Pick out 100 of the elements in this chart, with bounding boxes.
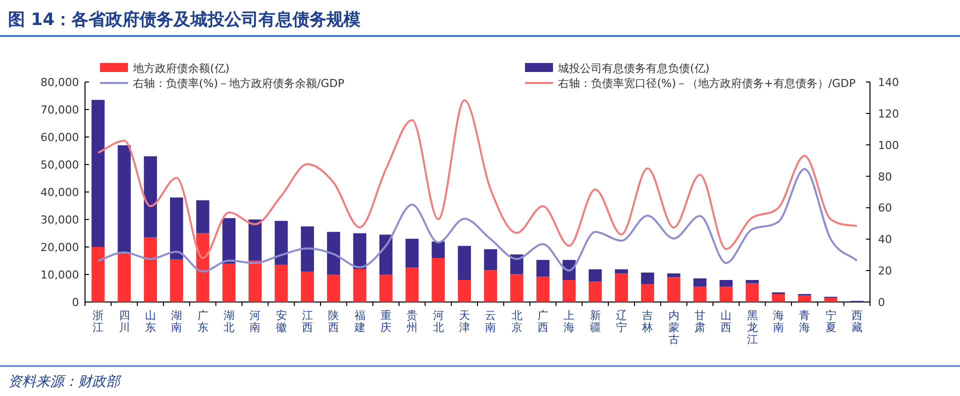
bar <box>484 270 498 302</box>
x-tick-label: 西藏 <box>851 309 862 334</box>
bar <box>772 294 785 302</box>
bar <box>196 200 210 234</box>
x-tick-label: 辽宁 <box>616 309 627 334</box>
y2-tick-label: 120 <box>878 107 899 120</box>
x-tick-label: 天津 <box>458 309 470 334</box>
bar <box>222 264 236 302</box>
legend-label: 地方政府债余额(亿) <box>132 62 230 75</box>
bar <box>274 220 288 265</box>
x-tick-label: 重庆 <box>380 309 392 334</box>
bar <box>327 274 340 302</box>
y-tick-label: 70,000 <box>40 104 79 116</box>
x-tick-label: 上海 <box>564 309 575 334</box>
bar <box>92 247 105 302</box>
legend-label: 城投公司有息债务有息负债(亿) <box>557 62 710 75</box>
bar <box>536 260 550 277</box>
bar <box>118 252 131 302</box>
y-tick-label: 60,000 <box>40 131 79 144</box>
x-tick-label: 甘肃 <box>694 309 706 334</box>
y2-tick-label: 100 <box>878 138 899 152</box>
bar <box>92 100 105 247</box>
x-tick-label: 新疆 <box>590 309 601 334</box>
bar <box>300 272 314 302</box>
chart-title: 图 14：各省政府债务及城投公司有息债务规模 <box>8 10 361 30</box>
x-tick-label: 内蒙古 <box>668 309 680 346</box>
bar <box>353 269 366 302</box>
bar <box>118 145 131 252</box>
y2-tick-label: 40 <box>878 233 892 246</box>
bar <box>484 249 498 270</box>
x-tick-label: 青海 <box>799 309 810 334</box>
bar <box>432 258 445 302</box>
bar <box>798 295 812 302</box>
x-tick-label: 安徽 <box>276 309 287 334</box>
y-tick-label: 20,000 <box>40 241 79 254</box>
bar <box>379 274 392 302</box>
bar <box>327 232 340 274</box>
bar <box>144 156 157 238</box>
bar <box>406 238 419 268</box>
legend-label: 右轴：负债率(%)－地方政府债务余额/GDP <box>133 77 345 90</box>
x-tick-label: 云南 <box>485 309 496 334</box>
bar <box>562 280 576 302</box>
x-tick-label: 湖北 <box>223 309 234 334</box>
x-tick-label: 广西 <box>537 309 548 334</box>
y-tick-label: 40,000 <box>40 186 79 199</box>
x-tick-label: 黑龙江 <box>746 309 758 346</box>
x-tick-label: 江西 <box>302 309 313 334</box>
x-tick-label: 广东 <box>197 309 208 334</box>
x-tick-label: 四川 <box>118 309 130 334</box>
bar <box>824 298 838 302</box>
bar <box>641 284 654 302</box>
x-tick-label: 福建 <box>353 309 366 334</box>
bar <box>614 273 628 302</box>
bar <box>248 260 262 302</box>
x-tick-label: 湖南 <box>171 309 182 334</box>
bar <box>196 233 210 302</box>
bar <box>667 277 680 302</box>
y-tick-label: 80,000 <box>40 76 79 89</box>
bar <box>746 283 759 302</box>
bar <box>458 246 471 280</box>
y-tick-label: 30,000 <box>40 214 79 226</box>
y2-tick-label: 80 <box>878 170 892 184</box>
x-tick-label: 山西 <box>720 309 732 334</box>
x-tick-label: 吉林 <box>641 309 654 334</box>
y2-tick-label: 20 <box>878 264 892 278</box>
bar <box>222 218 236 264</box>
bar <box>170 198 184 260</box>
line-series <box>97 99 858 259</box>
bar <box>720 286 733 302</box>
bar <box>144 237 157 302</box>
bar <box>300 226 314 272</box>
x-tick-label: 山东 <box>144 309 156 334</box>
x-tick-label: 河北 <box>432 309 444 334</box>
bar <box>614 269 628 274</box>
bar <box>641 272 654 284</box>
bar <box>353 233 366 269</box>
bar <box>746 280 759 284</box>
bar <box>379 234 392 274</box>
bar <box>274 264 288 302</box>
bar <box>693 286 706 302</box>
bar <box>458 280 471 302</box>
bar <box>588 282 602 302</box>
legend-label: 右轴：负债率宽口径(%)－（地方政府债务+有息债务）/GDP <box>558 77 856 90</box>
y2-tick-label: 0 <box>878 296 885 309</box>
bar <box>510 274 524 302</box>
bar <box>536 276 550 302</box>
x-tick-label: 陕西 <box>328 309 340 334</box>
text: 资料来源：财政部 <box>8 374 122 390</box>
bar <box>720 280 733 287</box>
y2-tick-label: 140 <box>878 76 899 89</box>
bar <box>432 242 445 258</box>
y-tick-label: 50,000 <box>40 158 79 172</box>
bar <box>667 273 680 278</box>
x-tick-label: 北京 <box>511 309 522 334</box>
x-tick-label: 浙江 <box>92 309 104 334</box>
x-tick-label: 宁夏 <box>825 309 836 334</box>
x-tick-label: 海南 <box>772 309 784 334</box>
y-tick-label: 10,000 <box>40 268 79 282</box>
x-tick-label: 贵州 <box>406 309 418 334</box>
bar <box>170 259 184 302</box>
